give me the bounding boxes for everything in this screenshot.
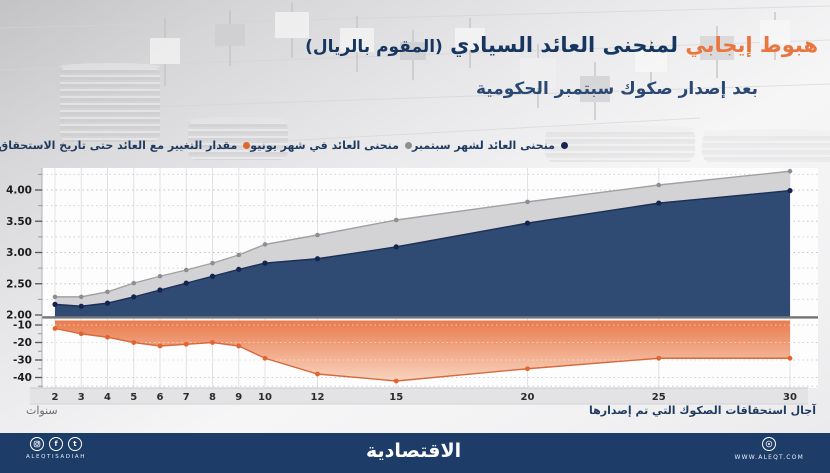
svg-text:12: 12 [311, 392, 325, 403]
svg-text:4.00: 4.00 [6, 185, 32, 197]
svg-text:4: 4 [104, 392, 111, 403]
svg-text:20: 20 [521, 392, 535, 403]
footer-social-block: f t ALEQTISADIAH [26, 437, 86, 460]
website-url: WWW.ALEQT.COM [734, 454, 804, 461]
svg-text:9: 9 [235, 392, 242, 403]
legend-item-june: منحنى العائد في شهر يونيو [250, 139, 412, 152]
page-subtitle: بعد إصدار صكوك سبتمبر الحكومية [475, 79, 758, 99]
svg-text:10: 10 [258, 392, 272, 403]
title-main: لمنحنى العائد السيادي [450, 33, 679, 57]
title-highlight: هبوط إيجابي [685, 33, 818, 57]
svg-text:25: 25 [652, 392, 666, 403]
svg-text:6: 6 [157, 392, 164, 403]
svg-text:8: 8 [209, 392, 216, 403]
legend-label-change: مقدار التغيير مع العائد حتى تاريخ الاستح… [0, 139, 238, 152]
title-paren: (المقوم بالريال) [305, 37, 443, 57]
legend-item-change: مقدار التغيير مع العائد حتى تاريخ الاستح… [0, 139, 251, 152]
svg-text:-30: -30 [13, 355, 32, 367]
september-series-dot-icon [561, 142, 568, 149]
twitter-icon[interactable]: t [67, 437, 82, 451]
svg-text:-40: -40 [13, 372, 32, 384]
june-series-dot-icon [405, 142, 412, 149]
svg-text:15: 15 [389, 392, 403, 403]
change-series-dot-icon [243, 142, 251, 149]
x-axis-description-label: آجال استحقاقات الصكوك التي تم إصدارها [589, 404, 816, 417]
svg-text:-20: -20 [13, 337, 32, 349]
svg-text:2.00: 2.00 [6, 310, 32, 322]
svg-text:3.50: 3.50 [6, 216, 32, 228]
svg-text:5: 5 [130, 392, 137, 403]
decor-coin-stack-faint-1 [545, 125, 695, 162]
footer-website-block: WWW.ALEQT.COM [734, 437, 804, 461]
instagram-icon[interactable] [29, 437, 44, 451]
svg-text:-10: -10 [13, 320, 32, 332]
social-handle: ALEQTISADIAH [26, 454, 86, 460]
svg-text:3.00: 3.00 [6, 247, 32, 259]
chart-legend: منحنى العائد لشهر سبتمبر منحنى العائد في… [0, 139, 568, 152]
yield-curve-chart: 4.00 3.50 3.00 2.50 2.00-10 -20 -30 -40 2 3 4 5 6 7 8 9… [6, 168, 818, 405]
decor-coin-stack-large [60, 63, 160, 142]
svg-text:2: 2 [52, 392, 59, 403]
aleqt-circle-logo-icon[interactable] [762, 437, 777, 451]
legend-label-september: منحنى العائد لشهر سبتمبر [412, 139, 555, 152]
svg-text:7: 7 [183, 392, 190, 403]
svg-text:2.50: 2.50 [6, 278, 32, 290]
footer-bar: f t ALEQTISADIAH الاقتصادية WWW.ALEQT.CO… [0, 433, 830, 473]
facebook-icon[interactable]: f [48, 437, 63, 451]
newspaper-logo: الاقتصادية [366, 440, 462, 462]
svg-text:3: 3 [78, 392, 85, 403]
legend-item-september: منحنى العائد لشهر سبتمبر [412, 139, 568, 152]
decor-coin-stack-faint-2 [702, 129, 830, 162]
x-axis-unit-label: سنوات [26, 404, 58, 417]
legend-label-june: منحنى العائد في شهر يونيو [250, 139, 399, 152]
svg-text:30: 30 [783, 392, 797, 403]
decor-coin-stack-small [188, 117, 288, 160]
page-title: هبوط إيجابي لمنحنى العائد السيادي (المقو… [305, 33, 818, 57]
